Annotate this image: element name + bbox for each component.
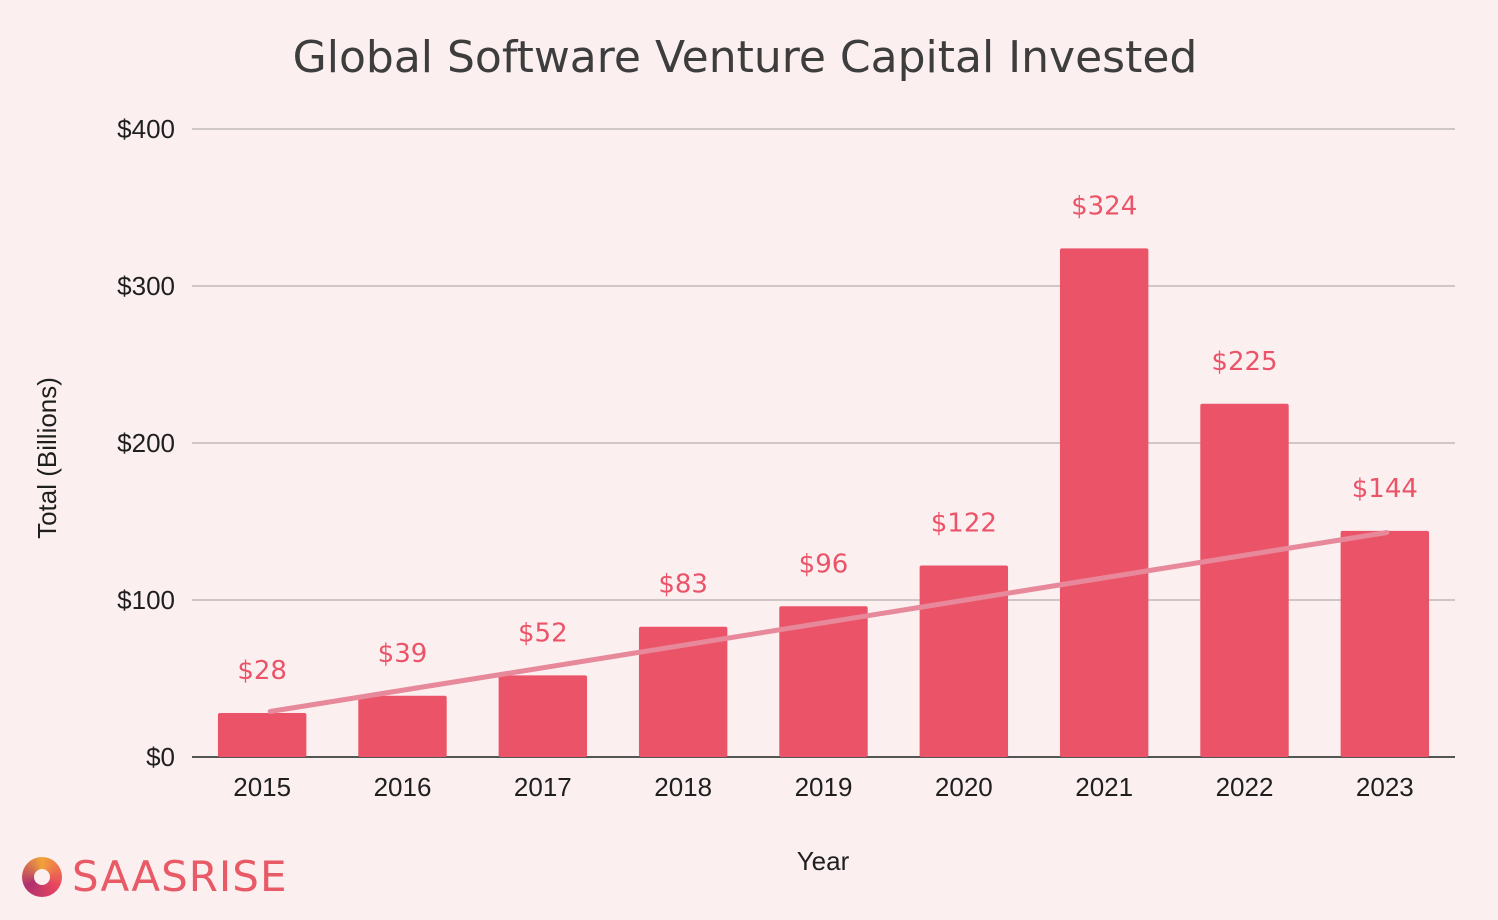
data-label: $28 <box>237 656 287 686</box>
data-label: $39 <box>378 639 428 669</box>
chart-title: Global Software Venture Capital Invested <box>293 32 1198 83</box>
bar <box>498 675 588 757</box>
data-label: $96 <box>799 549 849 579</box>
y-axis-ticks: $0 $100 $200 $300 $400 <box>117 114 175 772</box>
trendline-group <box>267 529 1390 714</box>
data-label: $324 <box>1071 191 1137 221</box>
data-label: $225 <box>1211 347 1277 377</box>
bar <box>1200 403 1289 757</box>
y-tick-label: $400 <box>117 114 175 144</box>
data-label: $52 <box>518 618 568 648</box>
bar <box>638 626 728 757</box>
data-label: $144 <box>1352 474 1418 504</box>
x-tick-label: 2016 <box>374 772 432 802</box>
x-tick-label: 2019 <box>795 772 853 802</box>
y-tick-label: $100 <box>117 585 175 615</box>
trendline <box>267 529 1390 714</box>
x-tick-label: 2022 <box>1216 772 1274 802</box>
bar <box>358 695 447 757</box>
data-label: $122 <box>931 508 997 538</box>
brand-name: SAASRISE <box>72 852 288 901</box>
y-tick-label: $300 <box>117 271 175 301</box>
y-tick-label: $0 <box>146 742 175 772</box>
x-tick-label: 2018 <box>654 772 712 802</box>
y-axis-title: Total (Billions) <box>32 377 62 539</box>
bar <box>1059 248 1149 757</box>
bars <box>217 248 1430 757</box>
x-tick-label: 2020 <box>935 772 993 802</box>
bar <box>1340 530 1430 757</box>
data-labels: $28 $39 $52 $83 $96 $122 $324 $225 $144 <box>237 191 1418 686</box>
bar <box>217 713 307 757</box>
x-axis-ticks: 2015 2016 2017 2018 2019 2020 2021 2022 2023 <box>233 772 1414 802</box>
x-tick-label: 2021 <box>1075 772 1133 802</box>
saasrise-logo: SAASRISE <box>22 852 288 901</box>
x-tick-label: 2023 <box>1356 772 1414 802</box>
bar <box>779 606 868 757</box>
saasrise-logo-icon <box>22 856 62 897</box>
x-tick-label: 2017 <box>514 772 572 802</box>
y-tick-label: $200 <box>117 428 175 458</box>
bar <box>919 565 1009 757</box>
x-tick-label: 2015 <box>233 772 291 802</box>
x-axis-title: Year <box>797 846 850 876</box>
data-label: $83 <box>658 570 708 600</box>
